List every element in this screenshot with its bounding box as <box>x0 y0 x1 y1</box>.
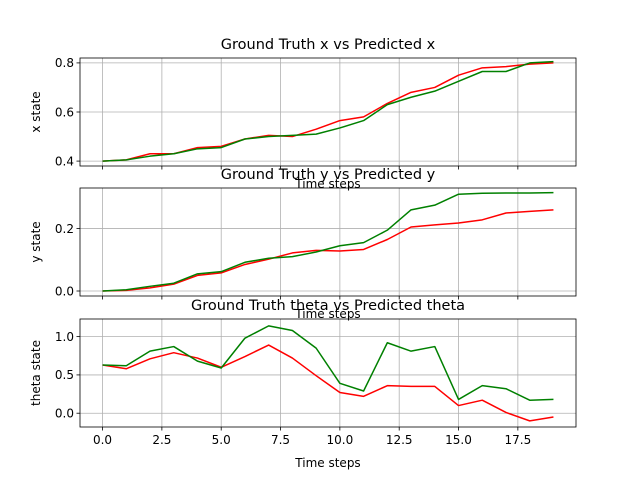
y-tick-label: 0.8 <box>55 56 74 70</box>
chart-title: Ground Truth theta vs Predicted theta <box>191 298 465 314</box>
plot-frame <box>79 187 577 297</box>
chart-panel-2: 0.0 0.2 y state <box>29 187 577 300</box>
x-tick-label: 5.0 <box>212 433 231 447</box>
y-tick-label: 0.0 <box>55 284 74 298</box>
x-axis-label: Time steps <box>294 177 360 191</box>
x-axis-label: Time steps <box>294 456 360 470</box>
y-tick-label: 0.0 <box>55 407 74 421</box>
chart-title: Ground Truth y vs Predicted y <box>221 167 436 183</box>
y-tick-label: 0.6 <box>55 105 74 119</box>
y-tick-label: 1.0 <box>55 330 74 344</box>
x-tick-label: 7.5 <box>271 433 290 447</box>
x-tick-label: 17.5 <box>504 433 531 447</box>
x-tick-label: 2.5 <box>152 433 171 447</box>
chart-panel-1: 0.4 0.6 0.8 x state <box>29 56 577 170</box>
y-tick-label: 0.4 <box>55 154 74 168</box>
y-axis-label: x state <box>29 91 43 132</box>
y-tick-label: 0.5 <box>55 368 74 382</box>
series-line-2 <box>102 60 554 162</box>
series-line-2 <box>102 191 554 292</box>
series-line-2 <box>102 325 554 401</box>
series-line-1 <box>102 209 554 292</box>
x-tick-label: 15.0 <box>445 433 472 447</box>
series-line-1 <box>102 344 554 422</box>
x-tick-label: 12.5 <box>386 433 413 447</box>
x-axis-label: Time steps <box>294 307 360 321</box>
x-tick-label: 0.0 <box>93 433 112 447</box>
chart-title: Ground Truth x vs Predicted x <box>221 37 436 53</box>
chart-panel-3: 0.0 0.5 1.0 0.0 2.5 5.0 7.5 10.0 12.5 15.0 17.5 the… <box>29 318 577 447</box>
y-axis-label: theta state <box>29 340 43 406</box>
plot-frame <box>79 318 577 428</box>
y-axis-label: y state <box>29 221 43 262</box>
y-tick-label: 0.2 <box>55 222 74 236</box>
x-tick-label: 10.0 <box>327 433 354 447</box>
